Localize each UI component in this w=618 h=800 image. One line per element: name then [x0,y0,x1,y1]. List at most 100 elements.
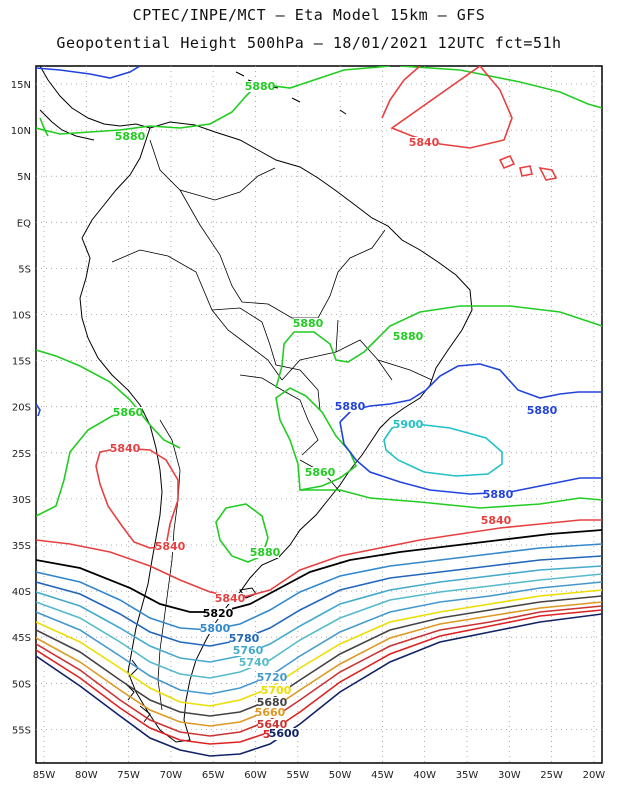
lon-label: 85W [33,770,56,781]
contour-label-bg [410,137,438,148]
contour-label: 5600 [269,727,300,740]
contour-label-bg [251,547,279,558]
border-bolivia-brazil [211,307,321,411]
contour-label-bg [258,697,286,708]
contour-label: 5840 [215,592,246,605]
contour-5780 [36,555,602,647]
contour-label-bg [262,685,290,696]
contour-5880-north [36,66,602,135]
lat-label: 55S [12,725,31,736]
lat-label: 45S [12,633,31,644]
lat-label: 50S [12,679,31,690]
central-america-coastline [39,66,151,141]
contour-5880-blue-low [339,421,602,495]
contour-label-bg [201,623,229,634]
contour-label-bg [484,489,512,500]
contour-label-bg [306,467,334,478]
border-brazil-internal [281,319,433,381]
contour-label-bg [528,405,556,416]
contour-5840-islets [498,154,558,181]
title-line-2: Geopotential Height 500hPa – 18/01/2021 … [56,34,562,52]
contour-label: 5780 [229,632,260,645]
contour-label-bg [294,318,322,329]
contour-label-bg [394,419,422,430]
contour-label-bg [258,719,286,730]
lat-label: 20S [12,403,31,414]
contour-5880-blue-west [36,403,41,417]
contour-label: 5880 [527,404,558,417]
contour-label: 5720 [257,671,288,684]
lon-label: 30W [498,770,521,781]
contour-5880-bolivia [275,305,602,389]
contour-label-bg [336,401,364,412]
contour-label: 5660 [255,706,286,719]
lat-label: 10S [12,311,31,322]
contour-5880-patagonia [215,503,269,563]
lat-label: 15N [11,80,31,91]
contour-label-bg [156,541,184,552]
contour-label: 5880 [250,546,281,559]
contour-label-bg [246,81,274,92]
lat-label: 35S [12,541,31,552]
lat-label: 40S [12,587,31,598]
lat-label: 15S [12,357,31,368]
contour-label: 5880 [393,330,424,343]
contour-label: 5900 [393,418,424,431]
contour-label: 5880 [115,130,146,143]
contour-5860-south [300,489,602,509]
contour-labels: 5880 5880 5880 5880 5860 5860 5880 5840 5840 5840… [110,80,558,741]
lon-label: 70W [160,770,183,781]
contour-label-bg [270,728,298,739]
lon-label: 75W [117,770,140,781]
contour-label: 5880 [335,400,366,413]
contour-label-bg [216,593,244,604]
contour-label: 5700 [261,684,292,697]
contour-label: 5880 [245,80,276,93]
lat-label: 5S [18,264,31,275]
contour-5860-paraguay [275,387,357,491]
contour-label-bg [482,515,510,526]
contour-5880-west [36,349,181,449]
lon-label: 55W [286,770,309,781]
contour-5880-gulf [39,117,49,137]
contour-label-bg [258,672,286,683]
contour-label-bg [394,331,422,342]
lon-label: 50W [329,770,352,781]
contour-label-bg [240,657,268,668]
lon-label: 20W [583,770,606,781]
contour-5820 [36,529,602,613]
contour-label: 5820 [203,607,234,620]
contour-label: 5680 [257,696,288,709]
contour-label-bg [111,443,139,454]
lat-label: 30S [12,495,31,506]
lon-label: 40W [413,770,436,781]
contour-label: 5760 [233,644,264,657]
lat-label: 10N [11,126,31,137]
contour-5840-south [36,519,602,599]
contour-label: 5840 [481,514,512,527]
border-colombia-venezuela [149,139,276,201]
contour-label: 5880 [483,488,514,501]
border-paraguay [239,374,319,456]
contour-5880-blue-top [36,66,141,79]
contour-label: 5880 [293,317,324,330]
contour-5600 [36,613,602,757]
contour-5880-westloop [36,413,131,517]
longitude-labels: 85W 80W 75W 70W 65W 60W 55W 50W 45W 40W 35W 30W 25W 2… [33,770,606,781]
lon-label: 65W [202,770,225,781]
contour-5800 [36,543,602,631]
contour-label: 5860 [113,406,144,419]
country-borders [111,139,433,711]
border-brazil-north [179,189,386,319]
lon-label: 35W [456,770,479,781]
contour-label-bg [256,707,284,718]
latitude-labels: 15N 10N 5N EQ 5S 10S 15S 20S 25S 30S 35S 40S 45S 50S 5… [11,80,31,736]
lon-label: 60W [244,770,267,781]
contour-label: 5740 [239,656,270,669]
contour-5840-atlantic-north [381,66,513,149]
contour-5880-blue [339,363,602,423]
contour-label-bg [234,645,262,656]
contour-5740 [36,573,602,679]
lat-label: EQ [17,218,31,229]
